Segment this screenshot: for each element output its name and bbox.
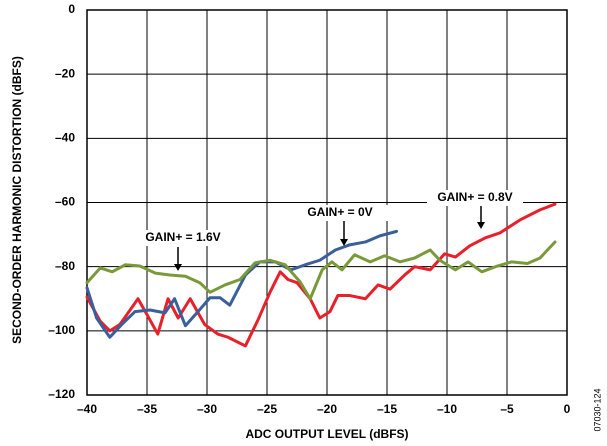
series-label: GAIN+ = 1.6V bbox=[145, 230, 220, 244]
label-background bbox=[427, 190, 523, 206]
series-label: GAIN+ = 0V bbox=[307, 205, 372, 219]
x-tick-label: –15 bbox=[377, 402, 397, 416]
label-background bbox=[292, 205, 388, 221]
arrow-head bbox=[174, 264, 182, 271]
x-tick-label: –40 bbox=[77, 402, 97, 416]
y-tick-label: –100 bbox=[48, 323, 75, 337]
label-background bbox=[135, 230, 231, 246]
y-tick-label: 0 bbox=[68, 2, 75, 16]
y-axis-title: SECOND-ORDER HARMONIC DISTORTION (dBFS) bbox=[10, 56, 24, 344]
arrow-head bbox=[340, 239, 348, 246]
plot-frame bbox=[86, 9, 568, 396]
x-axis-title: ADC OUTPUT LEVEL (dBFS) bbox=[245, 427, 408, 441]
x-tick-label: –35 bbox=[137, 402, 157, 416]
series-label: GAIN+ = 0.8V bbox=[437, 190, 512, 204]
x-tick-label: –25 bbox=[257, 402, 277, 416]
x-tick-label: –10 bbox=[437, 402, 457, 416]
y-tick-label: –40 bbox=[55, 131, 75, 145]
series-line bbox=[85, 240, 557, 301]
y-tick-label: –60 bbox=[55, 195, 75, 209]
x-tick-label: –20 bbox=[317, 402, 337, 416]
arrow-head bbox=[477, 222, 485, 229]
x-tick-label: –30 bbox=[197, 402, 217, 416]
series-line bbox=[85, 229, 399, 339]
x-tick-label: –5 bbox=[500, 402, 514, 416]
x-tick-label: 0 bbox=[564, 402, 571, 416]
y-tick-label: –80 bbox=[55, 259, 75, 273]
y-tick-label: –120 bbox=[48, 387, 75, 401]
series-line bbox=[85, 202, 557, 348]
figure-id: 07030-124 bbox=[592, 388, 602, 431]
y-tick-label: –20 bbox=[55, 66, 75, 80]
